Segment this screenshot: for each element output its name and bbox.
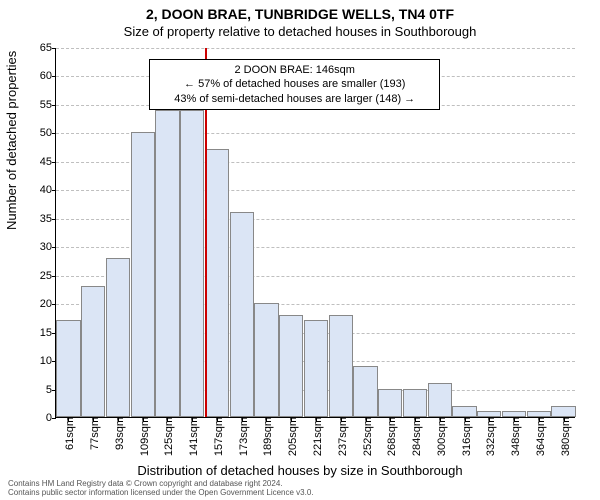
ytick-label: 60 xyxy=(28,70,56,82)
y-axis-label: Number of detached properties xyxy=(4,51,19,230)
plot-area: 0510152025303540455055606561sqm77sqm93sq… xyxy=(55,48,575,418)
xtick-label: 300sqm xyxy=(432,417,448,456)
bar xyxy=(378,389,402,417)
xtick-label: 109sqm xyxy=(135,417,151,456)
ytick-label: 0 xyxy=(28,412,56,424)
ytick-label: 10 xyxy=(28,355,56,367)
x-axis-label: Distribution of detached houses by size … xyxy=(0,463,600,478)
ytick-label: 20 xyxy=(28,298,56,310)
ytick-label: 30 xyxy=(28,241,56,253)
bar xyxy=(329,315,353,417)
footer: Contains HM Land Registry data © Crown c… xyxy=(8,479,314,498)
figure: 2, DOON BRAE, TUNBRIDGE WELLS, TN4 0TF S… xyxy=(0,0,600,500)
annotation-line-2: ← 57% of detached houses are smaller (19… xyxy=(156,77,433,91)
xtick-label: 252sqm xyxy=(358,417,374,456)
xtick-label: 332sqm xyxy=(481,417,497,456)
footer-line-1: Contains HM Land Registry data © Crown c… xyxy=(8,479,314,489)
ytick-label: 65 xyxy=(28,42,56,54)
bar xyxy=(131,132,155,417)
ytick-label: 45 xyxy=(28,156,56,168)
ytick-label: 40 xyxy=(28,184,56,196)
chart-title: 2, DOON BRAE, TUNBRIDGE WELLS, TN4 0TF xyxy=(0,6,600,22)
xtick-label: 157sqm xyxy=(209,417,225,456)
xtick-label: 189sqm xyxy=(258,417,274,456)
bar xyxy=(279,315,303,417)
gridline xyxy=(56,48,575,49)
bar xyxy=(155,110,179,417)
xtick-label: 268sqm xyxy=(382,417,398,456)
xtick-label: 61sqm xyxy=(60,417,76,450)
bar xyxy=(81,286,105,417)
bar xyxy=(403,389,427,417)
bar xyxy=(428,383,452,417)
xtick-label: 93sqm xyxy=(110,417,126,450)
bar xyxy=(180,110,204,417)
footer-line-2: Contains public sector information licen… xyxy=(8,488,314,498)
xtick-label: 173sqm xyxy=(234,417,250,456)
annotation-line-3: 43% of semi-detached houses are larger (… xyxy=(156,92,433,106)
bar xyxy=(551,406,575,417)
ytick-label: 5 xyxy=(28,384,56,396)
xtick-label: 348sqm xyxy=(506,417,522,456)
bar xyxy=(56,320,80,417)
bar xyxy=(254,303,278,417)
bar xyxy=(304,320,328,417)
xtick-label: 77sqm xyxy=(85,417,101,450)
bar xyxy=(353,366,377,417)
xtick-label: 380sqm xyxy=(556,417,572,456)
bar xyxy=(230,212,254,417)
xtick-label: 221sqm xyxy=(308,417,324,456)
ytick-label: 25 xyxy=(28,270,56,282)
xtick-label: 141sqm xyxy=(184,417,200,456)
xtick-label: 237sqm xyxy=(333,417,349,456)
ytick-label: 55 xyxy=(28,99,56,111)
xtick-label: 125sqm xyxy=(159,417,175,456)
bar xyxy=(106,258,130,417)
annotation-box: 2 DOON BRAE: 146sqm ← 57% of detached ho… xyxy=(149,59,440,110)
xtick-label: 205sqm xyxy=(283,417,299,456)
xtick-label: 364sqm xyxy=(531,417,547,456)
xtick-label: 284sqm xyxy=(407,417,423,456)
chart-subtitle: Size of property relative to detached ho… xyxy=(0,24,600,39)
ytick-label: 50 xyxy=(28,127,56,139)
bar xyxy=(452,406,476,417)
title-block: 2, DOON BRAE, TUNBRIDGE WELLS, TN4 0TF S… xyxy=(0,6,600,39)
annotation-line-1: 2 DOON BRAE: 146sqm xyxy=(156,63,433,77)
xtick-label: 316sqm xyxy=(457,417,473,456)
ytick-label: 35 xyxy=(28,213,56,225)
ytick-label: 15 xyxy=(28,327,56,339)
bar xyxy=(205,149,229,417)
